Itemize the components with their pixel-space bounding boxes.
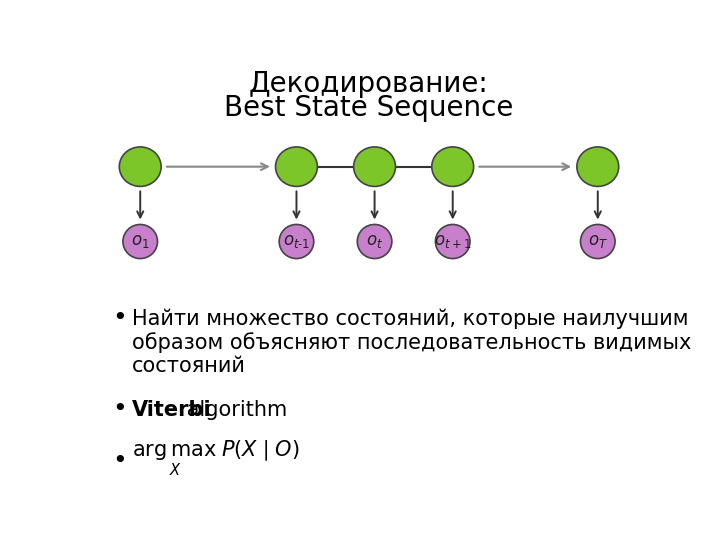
Ellipse shape (577, 147, 618, 186)
Text: •: • (112, 306, 127, 330)
Text: Найти множество состояний, которые наилучшим: Найти множество состояний, которые наилу… (132, 308, 688, 328)
Ellipse shape (279, 225, 314, 259)
Ellipse shape (123, 225, 158, 259)
Text: $o_1$: $o_1$ (131, 233, 150, 250)
Ellipse shape (580, 225, 615, 259)
Ellipse shape (357, 225, 392, 259)
Ellipse shape (432, 147, 474, 186)
Text: $o_t$: $o_t$ (366, 233, 383, 250)
Text: $o_{t+1}$: $o_{t+1}$ (434, 233, 472, 250)
Text: algorithm: algorithm (181, 400, 288, 420)
Text: $o_{t\text{-}1}$: $o_{t\text{-}1}$ (283, 233, 310, 250)
Text: •: • (112, 449, 127, 474)
Text: Декодирование:: Декодирование: (249, 70, 489, 98)
Text: $\underset{X}{\arg\max}\; P(X \mid O)$: $\underset{X}{\arg\max}\; P(X \mid O)$ (132, 439, 300, 478)
Text: образом объясняют последовательность видимых: образом объясняют последовательность вид… (132, 332, 691, 353)
Text: Viterbi: Viterbi (132, 400, 212, 420)
Text: $o_T$: $o_T$ (588, 233, 608, 250)
Ellipse shape (436, 225, 470, 259)
Text: состояний: состояний (132, 356, 246, 376)
Ellipse shape (120, 147, 161, 186)
Ellipse shape (354, 147, 395, 186)
Text: Best State Sequence: Best State Sequence (225, 94, 513, 123)
Text: •: • (112, 397, 127, 421)
Ellipse shape (276, 147, 318, 186)
